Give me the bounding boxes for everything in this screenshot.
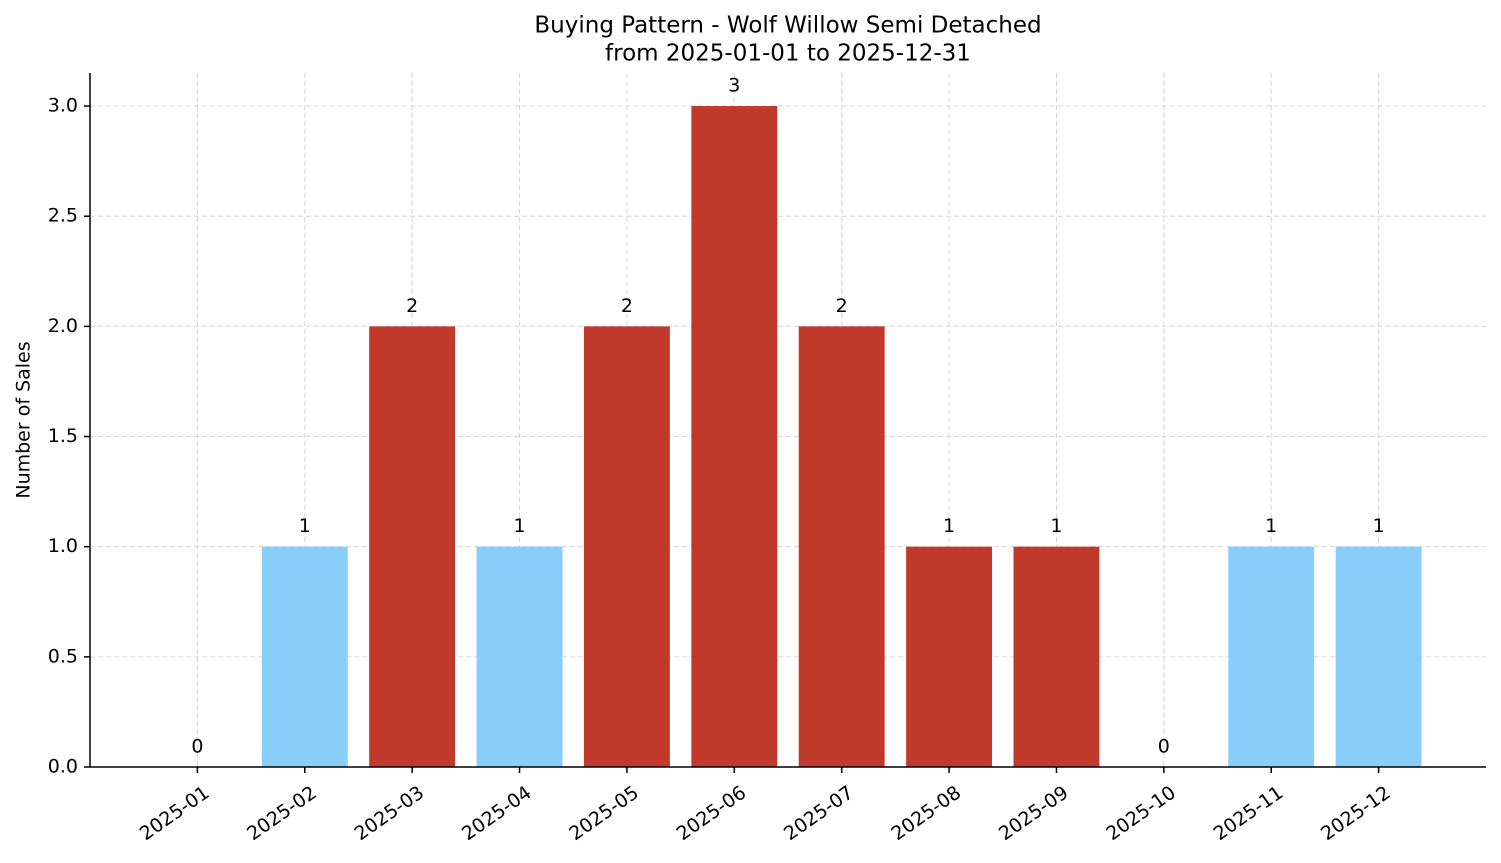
x-tick-label: 2025-05 bbox=[565, 782, 643, 846]
y-tick-label: 2.0 bbox=[48, 315, 78, 337]
bar bbox=[369, 326, 456, 767]
x-tick-label: 2025-12 bbox=[1317, 782, 1395, 846]
x-tick-label: 2025-06 bbox=[673, 782, 751, 846]
x-tick-label: 2025-11 bbox=[1210, 782, 1288, 846]
value-label: 1 bbox=[1265, 515, 1277, 537]
value-label: 2 bbox=[406, 295, 418, 317]
bar bbox=[798, 326, 885, 767]
value-label: 3 bbox=[728, 75, 740, 97]
bar bbox=[261, 546, 348, 767]
y-tick-label: 1.0 bbox=[48, 535, 78, 557]
bar bbox=[583, 326, 670, 767]
bar bbox=[1228, 546, 1315, 767]
x-tick-label: 2025-07 bbox=[780, 782, 858, 846]
x-tick-label: 2025-04 bbox=[458, 782, 536, 846]
x-tick-label: 2025-08 bbox=[887, 782, 965, 846]
chart-title: Buying Pattern - Wolf Willow Semi Detach… bbox=[534, 13, 1041, 39]
y-axis-label: Number of Sales bbox=[13, 341, 35, 498]
x-tick-label: 2025-03 bbox=[351, 782, 429, 846]
bar bbox=[1013, 546, 1100, 767]
bar bbox=[906, 546, 993, 767]
value-label: 1 bbox=[513, 515, 525, 537]
value-label: 1 bbox=[943, 515, 955, 537]
y-tick-label: 2.5 bbox=[48, 205, 78, 227]
value-label: 1 bbox=[1050, 515, 1062, 537]
x-tick-label: 2025-09 bbox=[995, 782, 1073, 846]
bar bbox=[691, 106, 778, 768]
bar bbox=[476, 546, 563, 767]
value-label: 0 bbox=[1158, 736, 1170, 758]
x-tick-label: 2025-01 bbox=[136, 782, 214, 846]
chart-subtitle: from 2025-01-01 to 2025-12-31 bbox=[605, 41, 971, 67]
value-label: 2 bbox=[621, 295, 633, 317]
y-tick-label: 3.0 bbox=[48, 95, 78, 117]
value-label: 2 bbox=[836, 295, 848, 317]
y-tick-label: 0.0 bbox=[48, 756, 78, 778]
x-tick-label: 2025-02 bbox=[243, 782, 321, 846]
x-tick-label: 2025-10 bbox=[1102, 782, 1180, 846]
value-label: 1 bbox=[299, 515, 311, 537]
value-label: 0 bbox=[191, 736, 203, 758]
y-tick-label: 0.5 bbox=[48, 645, 78, 667]
bar bbox=[1335, 546, 1422, 767]
value-label: 1 bbox=[1373, 515, 1385, 537]
y-tick-label: 1.5 bbox=[48, 425, 78, 447]
